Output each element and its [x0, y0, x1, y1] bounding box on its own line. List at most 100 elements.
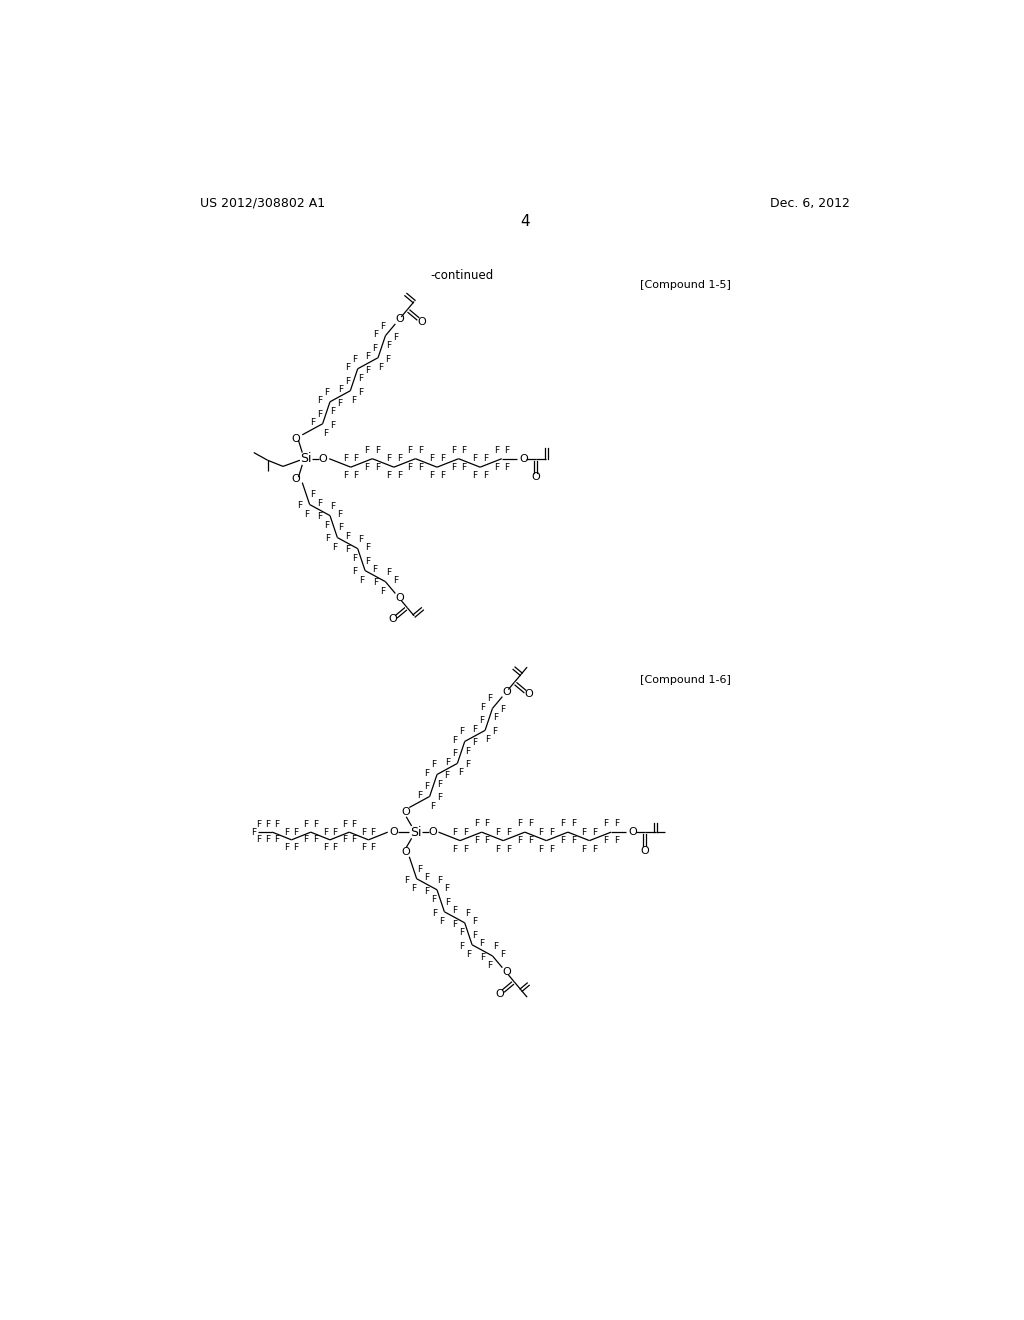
Text: F: F: [440, 454, 445, 463]
Text: F: F: [310, 418, 315, 426]
Text: F: F: [453, 735, 458, 744]
Text: F: F: [432, 908, 437, 917]
Text: F: F: [285, 828, 290, 837]
Text: O: O: [389, 828, 398, 837]
Text: F: F: [365, 446, 370, 454]
Text: F: F: [472, 471, 477, 480]
Text: F: F: [418, 463, 423, 471]
Text: O: O: [519, 454, 527, 463]
Text: F: F: [357, 388, 362, 396]
Text: F: F: [582, 828, 587, 837]
Text: F: F: [361, 828, 367, 837]
Text: F: F: [317, 396, 323, 405]
Text: F: F: [417, 791, 422, 800]
Text: F: F: [332, 843, 337, 851]
Text: F: F: [359, 576, 365, 585]
Text: Si: Si: [410, 825, 421, 838]
Text: F: F: [304, 510, 309, 519]
Text: F: F: [393, 576, 398, 585]
Text: F: F: [549, 828, 554, 837]
Text: F: F: [459, 928, 464, 937]
Text: F: F: [539, 845, 544, 854]
Text: F: F: [451, 446, 456, 454]
Text: F: F: [373, 578, 378, 587]
Text: F: F: [317, 512, 323, 521]
Text: O: O: [401, 847, 411, 857]
Text: F: F: [486, 961, 492, 970]
Text: F: F: [294, 828, 299, 837]
Text: F: F: [505, 463, 510, 471]
Text: F: F: [465, 747, 470, 755]
Text: F: F: [474, 820, 479, 828]
Text: F: F: [431, 895, 436, 904]
Text: F: F: [439, 917, 444, 925]
Text: O: O: [428, 828, 437, 837]
Text: F: F: [483, 471, 488, 480]
Text: F: F: [345, 545, 350, 554]
Text: F: F: [462, 463, 467, 471]
Text: F: F: [539, 828, 544, 837]
Text: F: F: [323, 843, 328, 851]
Text: F: F: [352, 568, 357, 577]
Text: [Compound 1-6]: [Compound 1-6]: [640, 676, 731, 685]
Text: F: F: [463, 845, 468, 854]
Text: F: F: [265, 836, 270, 845]
Text: F: F: [351, 836, 356, 845]
Text: F: F: [337, 399, 342, 408]
Text: F: F: [500, 705, 505, 714]
Text: O: O: [395, 314, 403, 325]
Text: F: F: [527, 820, 532, 828]
Text: F: F: [493, 714, 498, 722]
Text: F: F: [418, 446, 423, 454]
Text: F: F: [393, 333, 398, 342]
Text: F: F: [294, 843, 299, 851]
Text: F: F: [371, 828, 376, 837]
Text: F: F: [342, 836, 347, 845]
Text: F: F: [453, 828, 458, 837]
Text: F: F: [549, 845, 554, 854]
Text: F: F: [452, 750, 457, 758]
Text: F: F: [325, 388, 330, 397]
Text: F: F: [437, 793, 442, 803]
Text: O: O: [502, 968, 511, 977]
Text: F: F: [444, 771, 450, 780]
Text: F: F: [592, 828, 597, 837]
Text: F: F: [613, 836, 618, 845]
Text: F: F: [358, 374, 364, 383]
Text: F: F: [444, 898, 450, 907]
Text: F: F: [404, 875, 410, 884]
Text: F: F: [484, 836, 489, 845]
Text: F: F: [251, 828, 256, 837]
Text: F: F: [345, 363, 350, 372]
Text: F: F: [440, 471, 445, 480]
Text: F: F: [493, 941, 498, 950]
Text: F: F: [343, 454, 348, 463]
Text: F: F: [462, 446, 467, 454]
Text: [Compound 1-5]: [Compound 1-5]: [640, 280, 731, 290]
Text: F: F: [353, 454, 358, 463]
Text: F: F: [351, 820, 356, 829]
Text: F: F: [338, 385, 343, 393]
Text: F: F: [330, 421, 335, 429]
Text: F: F: [371, 843, 376, 851]
Text: F: F: [373, 330, 378, 339]
Text: F: F: [332, 543, 337, 552]
Text: -continued: -continued: [430, 269, 494, 282]
Text: F: F: [325, 535, 330, 544]
Text: F: F: [373, 565, 378, 574]
Text: O: O: [291, 474, 300, 483]
Text: F: F: [494, 463, 499, 471]
Text: F: F: [345, 532, 350, 541]
Text: F: F: [396, 454, 401, 463]
Text: F: F: [472, 738, 477, 747]
Text: F: F: [332, 828, 337, 837]
Text: F: F: [352, 355, 357, 364]
Text: F: F: [496, 845, 501, 854]
Text: F: F: [560, 820, 565, 828]
Text: F: F: [417, 865, 422, 874]
Text: F: F: [303, 820, 308, 829]
Text: F: F: [527, 836, 532, 845]
Text: F: F: [437, 875, 442, 884]
Text: F: F: [444, 758, 450, 767]
Text: F: F: [345, 376, 350, 385]
